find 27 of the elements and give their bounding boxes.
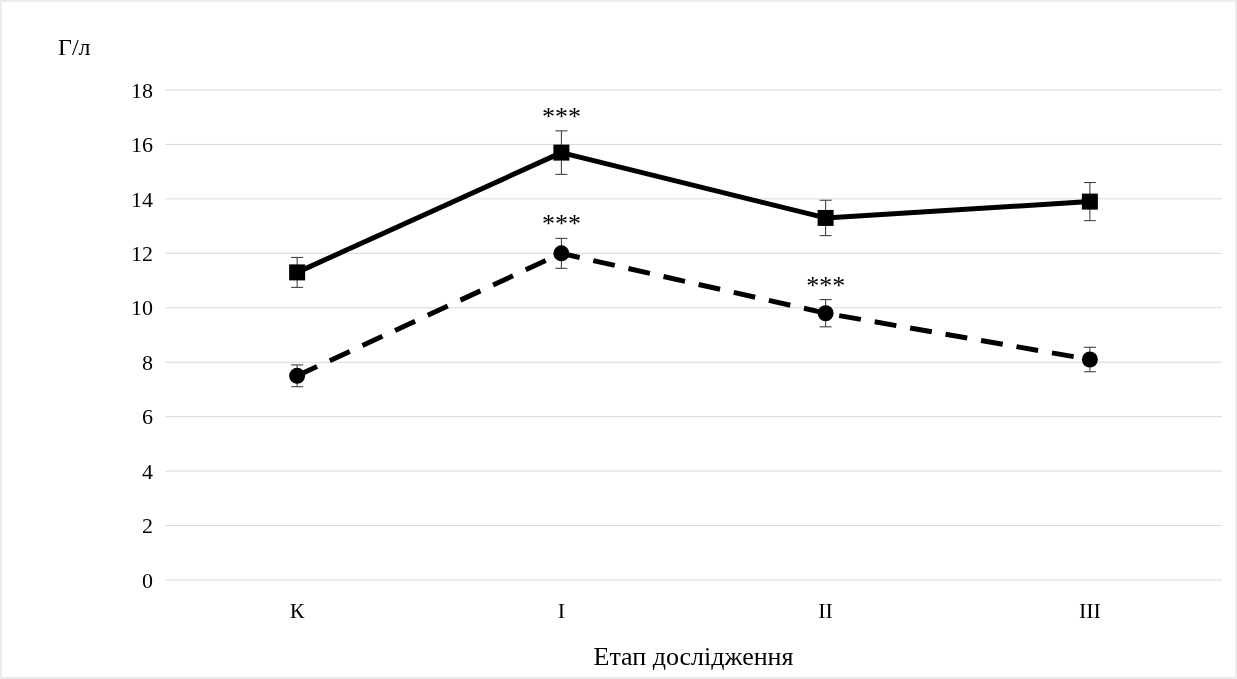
y-axis-title: Г/л bbox=[58, 34, 91, 60]
x-axis-title: Етап дослідження bbox=[593, 642, 794, 671]
point bbox=[553, 144, 570, 161]
point bbox=[1081, 351, 1098, 368]
point bbox=[289, 264, 306, 281]
annotation: *** bbox=[541, 101, 581, 131]
y-tick-label: 12 bbox=[131, 241, 153, 267]
x-tick-label: К bbox=[289, 598, 305, 623]
point bbox=[1081, 193, 1098, 210]
x-tick-label: ІІІ bbox=[1078, 598, 1101, 623]
point bbox=[553, 245, 570, 262]
point bbox=[817, 209, 834, 226]
y-tick-label: 4 bbox=[142, 458, 153, 484]
x-tick-label: ІІ bbox=[818, 598, 833, 623]
x-tick-label: І bbox=[557, 598, 566, 623]
point bbox=[289, 367, 306, 384]
y-tick-label: 0 bbox=[142, 567, 153, 593]
y-tick-label: 16 bbox=[131, 132, 153, 158]
y-tick-label: 10 bbox=[131, 295, 153, 321]
y-tick-label: 6 bbox=[142, 404, 153, 430]
y-tick-label: 18 bbox=[131, 77, 153, 103]
point bbox=[817, 305, 834, 322]
annotation: *** bbox=[541, 209, 581, 239]
y-tick-label: 8 bbox=[142, 349, 153, 375]
annotation: *** bbox=[806, 270, 846, 300]
y-tick-label: 2 bbox=[142, 513, 153, 539]
y-tick-label: 14 bbox=[131, 186, 153, 212]
